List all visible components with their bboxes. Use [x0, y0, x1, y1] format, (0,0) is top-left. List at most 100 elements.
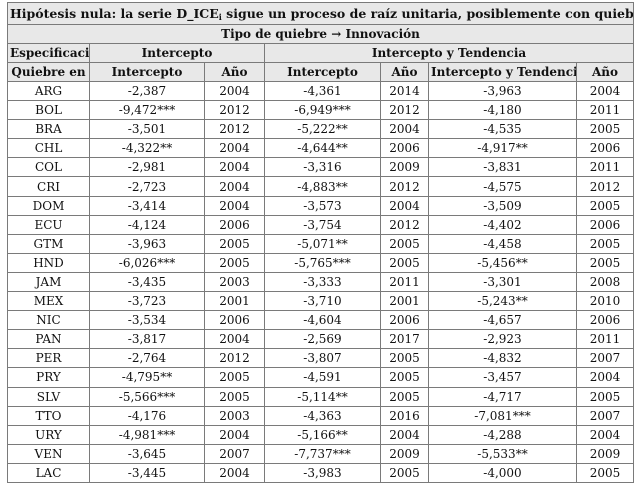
trend-stat-cell: -5,533**	[428, 443, 577, 464]
column-header: Intercepto y Tendencia	[428, 62, 577, 82]
country-cell: ARG	[7, 80, 90, 102]
trend-intercept-stat-cell: -7,737***	[264, 443, 381, 464]
table-row: BRA -3,501 2012 -5,222** 2004 -4,535 2005	[7, 119, 635, 140]
intercept-stat-cell: -3,817	[89, 329, 205, 350]
trend-year-cell: 2004	[575, 80, 635, 102]
table-row: PRY -4,795** 2005 -4,591 2005 -3,457 2004	[7, 367, 635, 388]
intercept-stat-cell: -4,795**	[89, 367, 205, 388]
trend-year-cell: 2011	[575, 100, 635, 121]
trend-year-cell: 2005	[575, 252, 635, 273]
trend-stat-cell: -4,832	[428, 348, 577, 369]
trend-stat-cell: -2,923	[428, 329, 577, 350]
intercept-stat-cell: -3,445	[89, 462, 205, 483]
trend-stat-cell: -4,535	[428, 119, 577, 140]
column-header: Intercepto	[264, 62, 381, 82]
trend-year-cell: 2011	[575, 157, 635, 178]
trend-intercept-stat-cell: -3,333	[264, 271, 381, 293]
table-row: VEN -3,645 2007 -7,737*** 2009 -5,533** 2009	[7, 443, 635, 464]
intercept-stat-cell: -4,322**	[89, 138, 205, 159]
trend-stat-cell: -4,288	[428, 424, 577, 445]
table-row: TTO -4,176 2003 -4,363 2016 -7,081*** 2007	[7, 405, 635, 426]
trend-year-cell: 2006	[575, 138, 635, 159]
break-type-row: Tipo de quiebre → Innovación	[6, 24, 635, 44]
intercept-stat-cell: -2,387	[89, 80, 205, 102]
trend-intercept-year-cell: 2005	[380, 462, 429, 483]
table-row: GTM -3,963 2005 -5,071** 2005 -4,458 2005	[7, 233, 635, 254]
column-header: Año	[380, 62, 429, 82]
break-type-label: Tipo de quiebre → Innovación	[6, 24, 635, 44]
trend-stat-cell: -4,917**	[428, 138, 577, 159]
trend-stat-cell: -3,457	[428, 367, 577, 388]
trend-intercept-stat-cell: -4,363	[264, 405, 381, 426]
trend-stat-cell: -3,301	[428, 271, 577, 293]
trend-year-cell: 2005	[575, 462, 635, 483]
intercept-stat-cell: -5,566***	[89, 386, 205, 407]
trend-intercept-stat-cell: -5,114**	[264, 386, 381, 407]
intercept-stat-cell: -3,534	[89, 310, 205, 331]
intercept-stat-cell: -4,981***	[89, 424, 205, 445]
intercept-year-cell: 2005	[204, 386, 265, 407]
trend-stat-cell: -3,509	[428, 195, 577, 216]
country-cell: DOM	[7, 195, 90, 216]
trend-stat-cell: -5,456**	[428, 252, 577, 273]
trend-intercept-stat-cell: -4,361	[264, 80, 381, 102]
intercept-stat-cell: -9,472***	[89, 100, 205, 121]
trend-intercept-year-cell: 2005	[380, 233, 429, 254]
intercept-year-cell: 2003	[204, 405, 265, 426]
trend-intercept-stat-cell: -3,983	[264, 462, 381, 483]
trend-intercept-year-cell: 2016	[380, 405, 429, 426]
trend-year-cell: 2010	[575, 291, 635, 312]
country-cell: GTM	[7, 233, 90, 254]
table-row: PAN -3,817 2004 -2,569 2017 -2,923 2011	[7, 329, 635, 350]
trend-intercept-stat-cell: -5,765***	[264, 252, 381, 273]
trend-intercept-stat-cell: -5,071**	[264, 233, 381, 254]
trend-stat-cell: -4,458	[428, 233, 577, 254]
country-cell: TTO	[7, 405, 90, 426]
intercept-year-cell: 2003	[204, 271, 265, 293]
country-cell: URY	[7, 424, 90, 445]
country-cell: JAM	[7, 271, 90, 293]
country-cell: VEN	[7, 443, 90, 464]
trend-intercept-year-cell: 2006	[380, 310, 429, 331]
intercept-year-cell: 2005	[204, 367, 265, 388]
trend-intercept-year-cell: 2001	[380, 291, 429, 312]
trend-intercept-stat-cell: -3,754	[264, 214, 381, 235]
trend-year-cell: 2007	[575, 405, 635, 426]
trend-intercept-year-cell: 2006	[380, 138, 429, 159]
trend-intercept-stat-cell: -2,569	[264, 329, 381, 350]
results-table-container: Hipótesis nula: la serie D_ICEi sigue un…	[6, 2, 635, 483]
intercept-year-cell: 2004	[204, 80, 265, 102]
intercept-year-cell: 2004	[204, 195, 265, 216]
trend-stat-cell: -4,402	[428, 214, 577, 235]
trend-year-cell: 2011	[575, 329, 635, 350]
trend-intercept-stat-cell: -3,807	[264, 348, 381, 369]
intercept-stat-cell: -4,176	[89, 405, 205, 426]
trend-intercept-stat-cell: -3,710	[264, 291, 381, 312]
intercept-stat-cell: -3,723	[89, 291, 205, 312]
trend-stat-cell: -4,000	[428, 462, 577, 483]
trend-intercept-year-cell: 2005	[380, 348, 429, 369]
intercept-year-cell: 2004	[204, 462, 265, 483]
table-row: ECU -4,124 2006 -3,754 2012 -4,402 2006	[7, 214, 635, 235]
table-row: BOL -9,472*** 2012 -6,949*** 2012 -4,180 2011	[7, 100, 635, 121]
intercept-stat-cell: -2,723	[89, 176, 205, 197]
trend-intercept-stat-cell: -3,316	[264, 157, 381, 178]
intercept-year-cell: 2004	[204, 157, 265, 178]
country-cell: SLV	[7, 386, 90, 407]
table-row: CHL -4,322** 2004 -4,644** 2006 -4,917** 2006	[7, 138, 635, 159]
intercept-stat-cell: -3,645	[89, 443, 205, 464]
trend-year-cell: 2009	[575, 443, 635, 464]
trend-stat-cell: -4,657	[428, 310, 577, 331]
intercept-year-cell: 2004	[204, 424, 265, 445]
intercept-stat-cell: -3,435	[89, 271, 205, 293]
trend-intercept-stat-cell: -4,883**	[264, 176, 381, 197]
intercept-stat-cell: -6,026***	[89, 252, 205, 273]
intercept-stat-cell: -3,501	[89, 119, 205, 140]
table-row: DOM -3,414 2004 -3,573 2004 -3,509 2005	[7, 195, 635, 216]
trend-intercept-stat-cell: -4,591	[264, 367, 381, 388]
trend-stat-cell: -4,575	[428, 176, 577, 197]
table-row: URY -4,981*** 2004 -5,166** 2004 -4,288 2004	[7, 424, 635, 445]
trend-intercept-stat-cell: -4,644**	[264, 138, 381, 159]
intercept-year-cell: 2012	[204, 100, 265, 121]
table-row: PER -2,764 2012 -3,807 2005 -4,832 2007	[7, 348, 635, 369]
